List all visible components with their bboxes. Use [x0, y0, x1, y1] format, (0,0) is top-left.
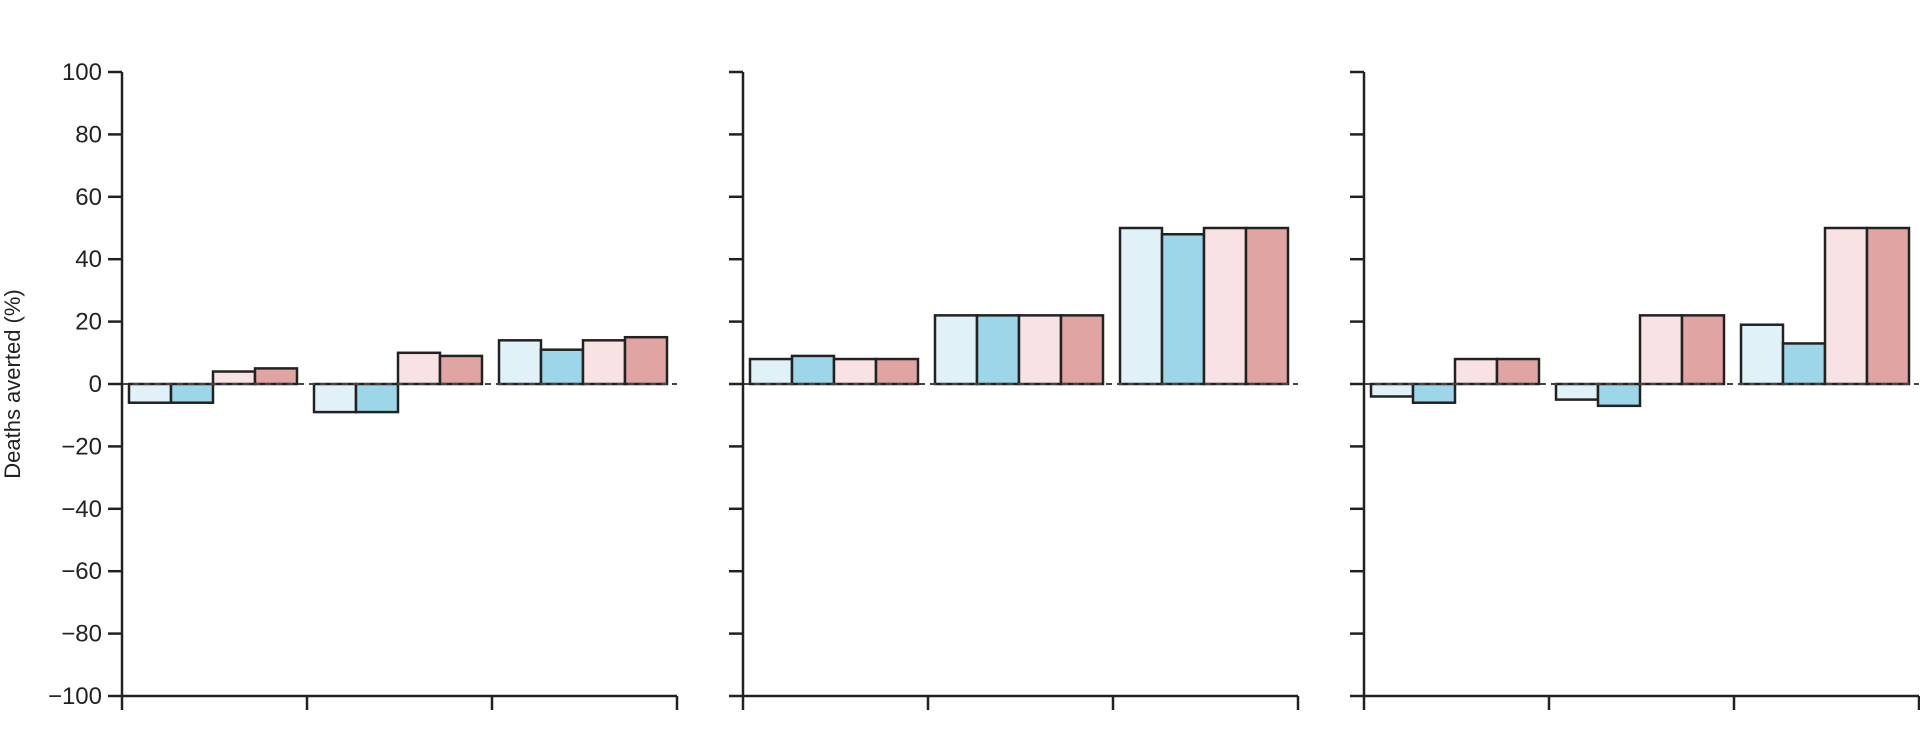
y-tick-label: 80	[75, 121, 102, 148]
bar	[1453, 357, 1499, 386]
bar	[1244, 226, 1290, 386]
panel-1	[108, 70, 679, 710]
bar	[438, 354, 484, 386]
bar-group	[497, 335, 669, 386]
bar-group	[1739, 226, 1911, 386]
bar	[1202, 226, 1248, 386]
bar-group	[1369, 357, 1541, 404]
bar-group	[933, 314, 1105, 386]
bar	[1596, 382, 1642, 408]
bar	[127, 382, 173, 404]
bar	[1823, 226, 1869, 386]
y-tick-label: 40	[75, 246, 102, 273]
bar	[874, 357, 920, 386]
bar	[253, 367, 299, 386]
bar	[1781, 342, 1827, 386]
bar	[354, 382, 400, 414]
bar-group	[748, 354, 920, 386]
bar	[790, 354, 836, 386]
bar	[1118, 226, 1164, 386]
bar	[1059, 314, 1105, 386]
bar	[1680, 314, 1726, 386]
bar	[623, 335, 669, 386]
bar	[1495, 357, 1541, 386]
bar	[211, 370, 257, 386]
bar	[832, 357, 878, 386]
bar	[1411, 382, 1457, 404]
bar-group	[1554, 314, 1726, 408]
bar	[975, 314, 1021, 386]
bar	[581, 339, 627, 386]
panel-2	[729, 70, 1300, 710]
bar	[748, 357, 794, 386]
y-tick-label: −20	[61, 433, 102, 460]
bar	[1369, 382, 1415, 398]
bar	[1554, 382, 1600, 401]
y-tick-label: −60	[61, 558, 102, 585]
y-tick-label: −40	[61, 496, 102, 523]
bar	[169, 382, 215, 404]
bar	[497, 339, 543, 386]
bar-group	[312, 351, 484, 414]
y-tick-label: 0	[89, 371, 102, 398]
bar	[396, 351, 442, 386]
panels	[108, 70, 1920, 710]
bar-group	[1118, 226, 1290, 386]
bar	[1017, 314, 1063, 386]
panel-3	[1350, 70, 1920, 710]
y-axis-label: Deaths averted (%)	[0, 289, 25, 479]
bar	[539, 348, 585, 386]
bar	[1160, 232, 1206, 386]
bar	[933, 314, 979, 386]
y-tick-label: 100	[62, 59, 102, 86]
y-tick-label: −100	[48, 683, 102, 710]
bar	[1865, 226, 1911, 386]
y-tick-label: 20	[75, 309, 102, 336]
y-tick-label: −80	[61, 621, 102, 648]
y-tick-label: 60	[75, 184, 102, 211]
bar	[312, 382, 358, 414]
y-tick-labels: 100 80 60 40 20 0 −20 −40 −60 −80 −100	[48, 59, 102, 710]
bar	[1638, 314, 1684, 386]
bar-group	[127, 367, 299, 404]
bar	[1739, 323, 1785, 386]
